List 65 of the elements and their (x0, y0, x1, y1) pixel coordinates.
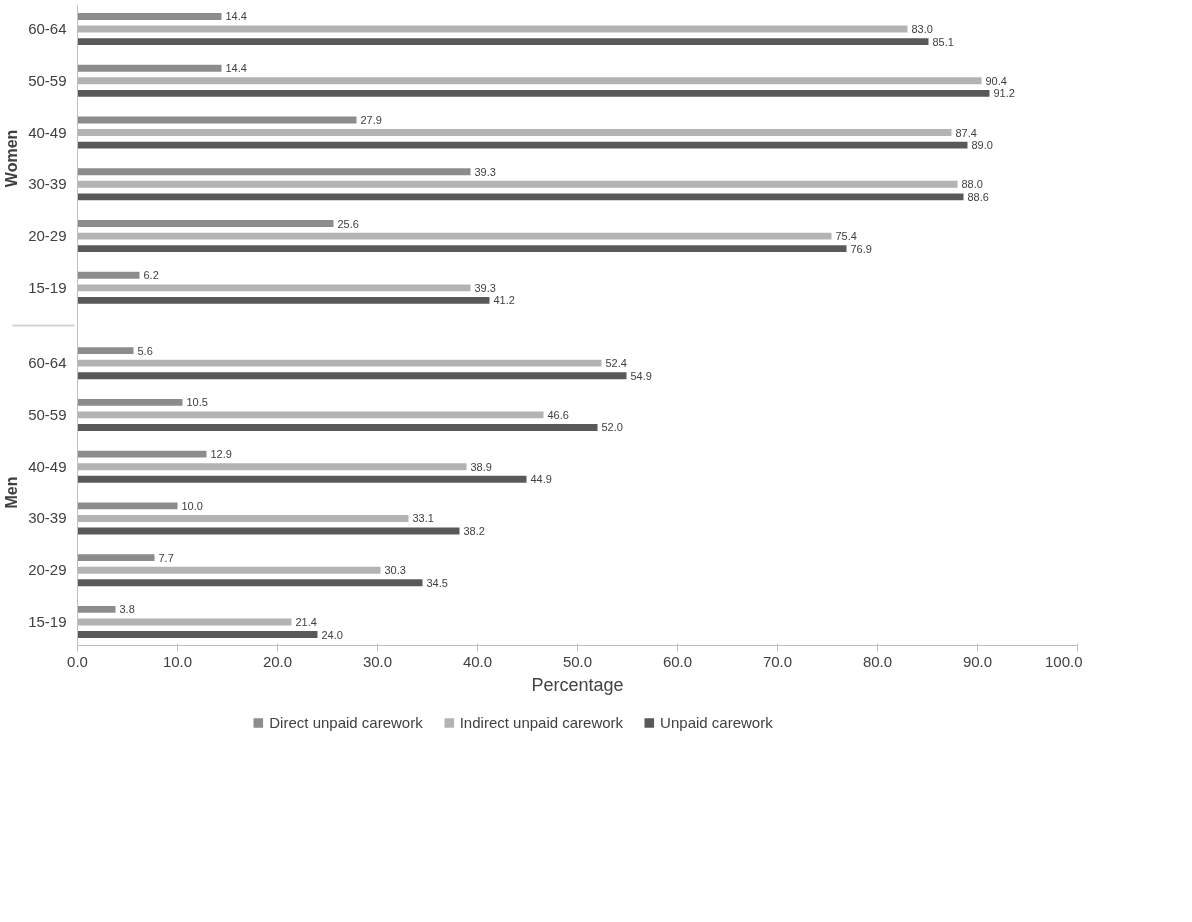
data-label: 38.2 (463, 524, 485, 537)
data-label: 87.4 (955, 126, 977, 139)
x-tick-label: 60.0 (662, 652, 693, 670)
data-label: 38.9 (470, 460, 492, 473)
x-tick-label: 90.0 (962, 652, 993, 670)
data-label: 76.9 (850, 242, 872, 255)
data-label: 88.6 (967, 190, 989, 203)
x-tick-label: 80.0 (862, 652, 893, 670)
data-label: 24.0 (321, 628, 343, 641)
data-label: 14.4 (225, 62, 247, 75)
y-tick-label: 60-64 (28, 354, 67, 372)
data-label: 46.6 (547, 408, 569, 421)
data-label: 52.0 (601, 421, 623, 434)
x-tick-label: 0.0 (67, 652, 88, 670)
y-tick-label: 60-64 (28, 20, 67, 38)
x-tick-label: 50.0 (562, 652, 593, 670)
y-tick-label: 30-39 (28, 175, 67, 193)
data-label: 90.4 (985, 74, 1007, 87)
x-tick-label: 100.0 (1044, 652, 1083, 670)
y-tick-label: 15-19 (28, 278, 67, 296)
data-label: 39.3 (474, 281, 496, 294)
x-axis-title: Percentage (531, 674, 624, 695)
data-label: 44.9 (530, 473, 552, 486)
y-tick-label: 30-39 (28, 509, 67, 527)
y-tick-label: 50-59 (28, 71, 67, 89)
data-label: 91.2 (993, 87, 1015, 100)
legend-label: Unpaid carework (660, 713, 773, 731)
y-tick-label: 50-59 (28, 405, 67, 423)
data-label: 83.0 (911, 23, 933, 36)
data-label: 3.8 (119, 603, 135, 616)
data-label: 27.9 (360, 114, 382, 127)
y-tick-label: 40-49 (28, 457, 67, 475)
data-label: 33.1 (412, 512, 434, 525)
text: Men (3, 476, 21, 509)
data-label: 39.3 (474, 165, 496, 178)
data-label: 14.4 (225, 10, 247, 23)
data-label: 7.7 (158, 551, 174, 564)
data-label: 75.4 (835, 230, 857, 243)
x-tick-label: 70.0 (762, 652, 793, 670)
data-label: 25.6 (337, 217, 359, 230)
legend-label: Indirect unpaid carework (459, 713, 624, 731)
y-tick-label: 20-29 (28, 227, 67, 245)
legend-label: Direct unpaid carework (269, 713, 423, 731)
y-tick-label: 20-29 (28, 561, 67, 579)
data-label: 10.5 (186, 396, 208, 409)
data-label: 12.9 (210, 448, 232, 461)
data-label: 10.0 (181, 499, 203, 512)
data-label: 6.2 (143, 269, 159, 282)
data-label: 52.4 (605, 357, 627, 370)
x-tick-label: 30.0 (362, 652, 393, 670)
data-label: 30.3 (384, 564, 406, 577)
data-label: 5.6 (137, 344, 153, 357)
data-label: 41.2 (493, 294, 515, 307)
data-label: 54.9 (630, 369, 652, 382)
y-tick-label: 40-49 (28, 123, 67, 141)
data-label: 85.1 (932, 35, 954, 48)
x-tick-label: 20.0 (262, 652, 293, 670)
data-label: 34.5 (426, 576, 448, 589)
x-tick-label: 10.0 (162, 652, 193, 670)
data-label: 89.0 (971, 139, 993, 152)
text: Women (3, 129, 21, 188)
y-tick-label: 15-19 (28, 612, 67, 630)
data-label: 88.0 (961, 178, 983, 191)
data-label: 21.4 (295, 615, 317, 628)
x-tick-label: 40.0 (462, 652, 493, 670)
